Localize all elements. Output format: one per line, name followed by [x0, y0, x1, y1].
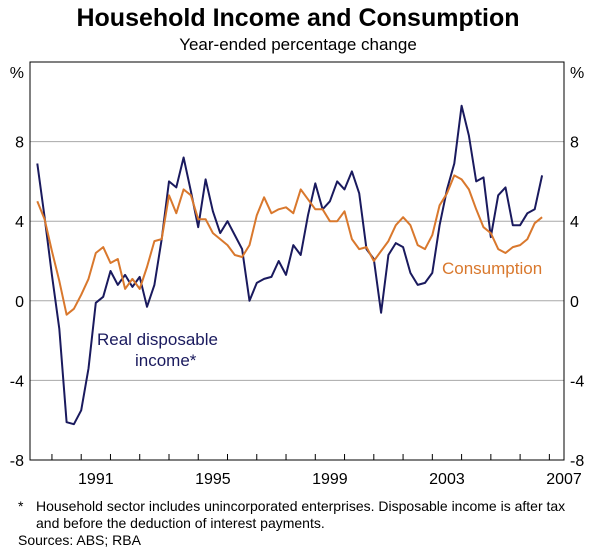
y-unit-left: % [10, 65, 24, 82]
footnote-marker: * [18, 498, 24, 514]
y-tick-label-left: 8 [15, 135, 24, 152]
x-tick-label: 2003 [429, 471, 465, 488]
x-tick-label: 1995 [195, 471, 231, 488]
income-series-label: income* [135, 351, 197, 370]
consumption-series-line [36, 174, 543, 316]
x-tick-label: 1991 [78, 471, 114, 488]
x-tick-label: 2007 [546, 471, 582, 488]
footnote: * Household sector includes unincorporat… [18, 498, 588, 532]
x-tick-label: 1999 [312, 471, 348, 488]
income-series-line [36, 104, 544, 426]
y-tick-label-right: 4 [570, 214, 579, 231]
y-unit-right: % [570, 65, 584, 82]
notes: * Household sector includes unincorporat… [18, 498, 588, 549]
footnote-text: Household sector includes unincorporated… [36, 498, 566, 531]
y-tick-label-left: 4 [15, 214, 24, 231]
chart-title: Household Income and Consumption [76, 4, 520, 32]
y-tick-label-right: -4 [570, 373, 584, 390]
y-tick-label-right: 8 [570, 135, 579, 152]
y-tick-label-right: -8 [570, 453, 584, 470]
y-tick-label-left: -4 [10, 373, 24, 390]
sources: Sources: ABS; RBA [18, 532, 141, 548]
plot-frame [29, 61, 565, 461]
y-tick-label-left: -8 [10, 453, 24, 470]
y-tick-label-right: 0 [570, 294, 579, 311]
y-tick-label-left: 0 [15, 294, 24, 311]
consumption-series-label: Consumption [442, 259, 542, 278]
chart-subtitle: Year-ended percentage change [179, 35, 417, 54]
income-series-label: Real disposable [97, 330, 218, 349]
